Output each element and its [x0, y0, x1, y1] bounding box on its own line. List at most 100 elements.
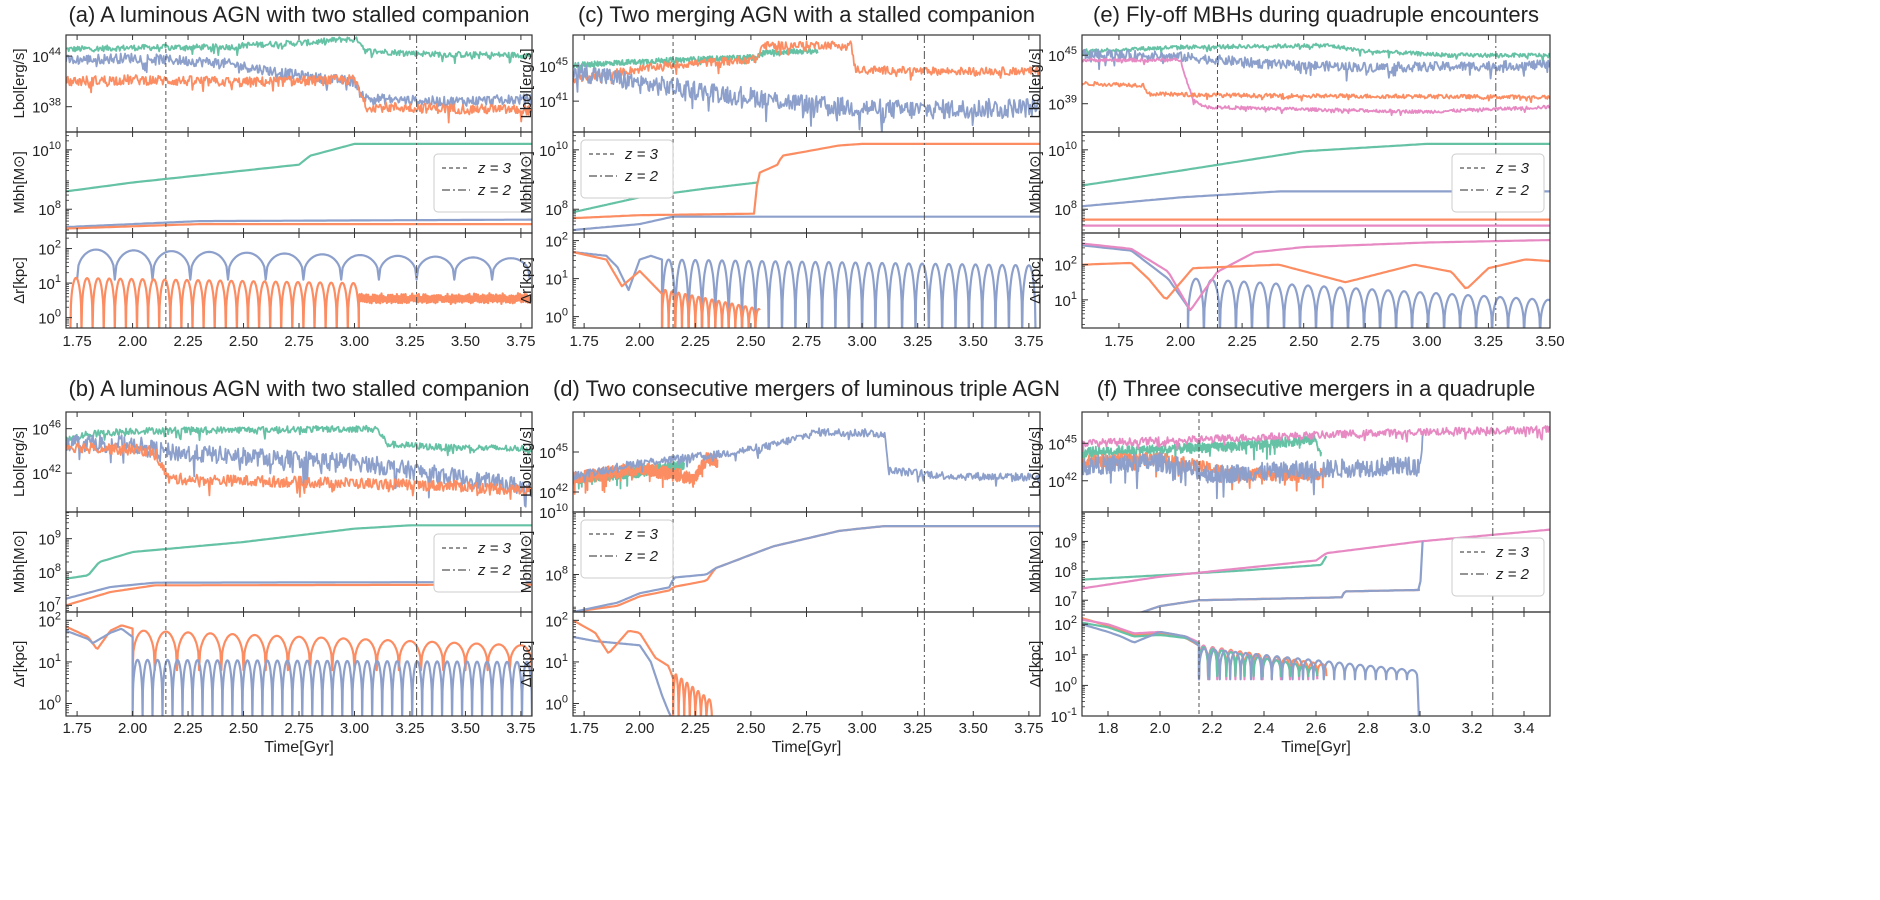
y-axis-label: Lbol[erg/s] [11, 427, 28, 497]
panel-R [1082, 238, 1550, 328]
y-tick-label: 101 [38, 273, 61, 293]
y-axis-label: Lbol[erg/s] [1027, 48, 1044, 118]
y-axis-label: Δr[kpc] [518, 257, 535, 304]
y-tick-label: 102 [38, 610, 61, 630]
x-axis-label: Time[Gyr] [264, 739, 334, 756]
x-tick-label: 3.00 [847, 333, 876, 350]
y-tick-label: 1010 [1048, 140, 1077, 160]
panel-L [573, 40, 1040, 132]
x-tick-label: 2.25 [681, 720, 710, 737]
x-axis-label: Time[Gyr] [1281, 739, 1351, 756]
panel-R [66, 624, 532, 716]
panel-frame [572, 611, 1041, 717]
y-tick-label: 102 [545, 610, 568, 630]
x-tick-label: 3.25 [903, 333, 932, 350]
panel-R [1082, 617, 1420, 716]
series-line-pink [1082, 238, 1550, 312]
x-tick-label: 3.50 [451, 333, 480, 350]
panel-L [66, 36, 532, 124]
series-line-orange [573, 40, 1040, 85]
series-line-orange [1139, 588, 1421, 612]
y-tick-label: 1010 [539, 502, 568, 522]
series-line-pink [1082, 425, 1550, 452]
y-tick-label: 1046 [32, 419, 61, 439]
panel-L [1082, 425, 1550, 500]
chart-title: (c) Two merging AGN with a stalled compa… [578, 2, 1035, 27]
chart-b: (b) A luminous AGN with two stalled comp… [11, 376, 536, 756]
chart-d: (d) Two consecutive mergers of luminous … [518, 376, 1060, 756]
legend: z = 3 z = 2 [580, 139, 674, 199]
y-tick-label: 101 [1054, 645, 1077, 665]
x-axis-label: Time[Gyr] [772, 739, 842, 756]
x-tick-label: 3.00 [340, 720, 369, 737]
legend-label: z = 2 [477, 562, 512, 579]
series-line-green [66, 524, 532, 580]
legend-label: z = 3 [477, 540, 512, 557]
y-tick-label: 108 [1054, 199, 1077, 219]
series-line-green [1082, 555, 1328, 581]
x-tick-label: 3.75 [1014, 720, 1043, 737]
y-tick-label: 1045 [1048, 433, 1077, 453]
legend-label: z = 2 [1495, 566, 1530, 583]
panel-M [573, 525, 1040, 612]
y-axis-label: Δr[kpc] [1027, 641, 1044, 688]
series-line-orange [573, 619, 713, 716]
chart-title: (a) A luminous AGN with two stalled comp… [68, 2, 529, 27]
legend-label: z = 3 [624, 526, 659, 543]
x-tick-label: 3.75 [506, 720, 535, 737]
chart-title: (f) Three consecutive mergers in a quadr… [1097, 376, 1536, 401]
legend: z = 3 z = 2 [1451, 537, 1545, 597]
legend-label: z = 2 [477, 182, 512, 199]
y-axis-label: Lbol[erg/s] [1027, 427, 1044, 497]
legend-label: z = 2 [1495, 182, 1530, 199]
series-line-blue [573, 525, 1040, 612]
y-axis-label: Mbh[M⊙] [1027, 151, 1044, 214]
x-tick-label: 2.25 [681, 333, 710, 350]
legend-label: z = 2 [624, 168, 659, 185]
legend: z = 3 z = 2 [580, 519, 674, 579]
legend-label: z = 3 [1495, 544, 1530, 561]
series-line-orange [573, 142, 1040, 220]
series-line-blue [66, 218, 532, 229]
series-line-blue [573, 635, 673, 716]
x-tick-label: 1.75 [570, 333, 599, 350]
panel-R [573, 619, 713, 716]
x-tick-label: 1.8 [1098, 720, 1119, 737]
y-tick-label: 1042 [1048, 471, 1077, 491]
x-tick-label: 2.00 [1166, 333, 1195, 350]
y-axis-label: Mbh[M⊙] [11, 151, 28, 214]
series-line-blue [573, 215, 1040, 232]
chart-e: (e) Fly-off MBHs during quadruple encoun… [1027, 2, 1565, 350]
series-line-orange [1082, 81, 1550, 104]
x-tick-label: 2.8 [1358, 720, 1379, 737]
series-line-blue [1082, 623, 1420, 716]
y-tick-label: 101 [545, 652, 568, 672]
x-tick-label: 3.25 [1474, 333, 1503, 350]
chart-title: (b) A luminous AGN with two stalled comp… [68, 376, 529, 401]
x-tick-label: 3.2 [1462, 720, 1483, 737]
y-axis-label: Mbh[M⊙] [1027, 531, 1044, 594]
series-line-orange [69, 276, 532, 328]
panel-L [66, 424, 532, 508]
series-line-blue [66, 627, 532, 716]
legend: z = 3 z = 2 [433, 533, 527, 593]
y-tick-label: 100 [545, 307, 568, 327]
panel-R [573, 250, 1037, 328]
chart-f: (f) Three consecutive mergers in a quadr… [1027, 376, 1551, 756]
x-tick-label: 3.25 [395, 720, 424, 737]
y-axis-label: Δr[kpc] [11, 257, 28, 304]
y-axis-label: Δr[kpc] [518, 641, 535, 688]
x-tick-label: 3.00 [1412, 333, 1441, 350]
y-axis-label: Mbh[M⊙] [11, 531, 28, 594]
y-tick-label: 10-1 [1051, 706, 1077, 726]
series-line-green [1082, 42, 1550, 63]
y-tick-label: 102 [38, 239, 61, 259]
x-tick-label: 2.50 [229, 333, 258, 350]
x-tick-label: 3.4 [1514, 720, 1535, 737]
legend-label: z = 2 [624, 548, 659, 565]
legend-label: z = 3 [1495, 160, 1530, 177]
y-tick-label: 109 [38, 529, 61, 549]
x-tick-label: 3.50 [959, 333, 988, 350]
x-tick-label: 2.25 [173, 720, 202, 737]
chart-a: (a) A luminous AGN with two stalled comp… [11, 2, 536, 350]
